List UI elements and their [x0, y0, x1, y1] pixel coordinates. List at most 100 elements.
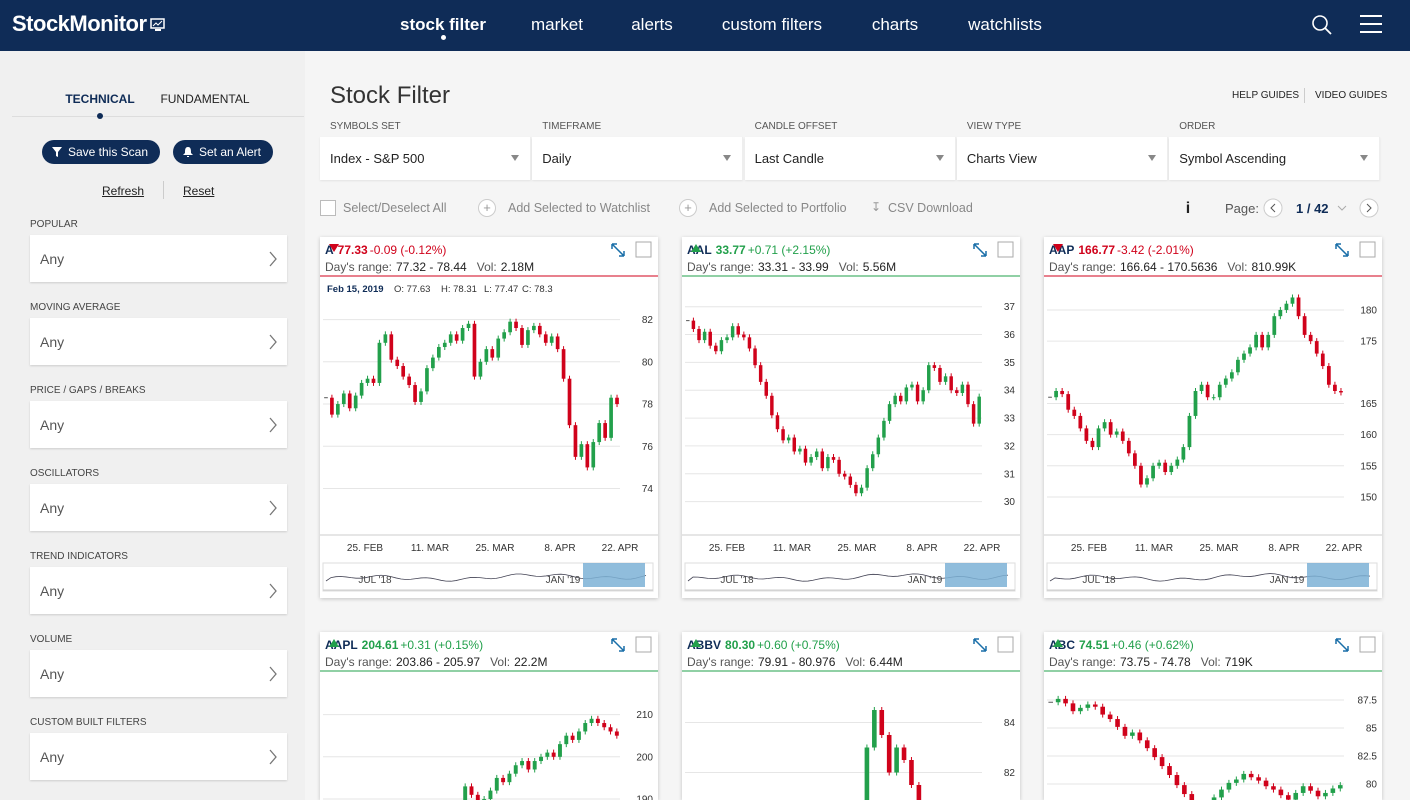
direction-arrow — [1053, 639, 1063, 647]
candle — [904, 387, 909, 402]
select-box[interactable]: Last Candle — [744, 137, 956, 180]
chart: 150 155 160 165 175 180 25. FEB 11. MAR 25. MAR 8… — [1044, 241, 1382, 592]
candle — [579, 444, 584, 457]
expand-icon[interactable] — [1335, 638, 1349, 652]
candle — [872, 710, 877, 748]
tab[interactable]: FUNDAMENTAL — [160, 92, 250, 106]
candle — [820, 451, 825, 469]
text-link[interactable]: Reset — [183, 184, 215, 198]
nav-link[interactable]: watchlists — [968, 15, 1042, 34]
candle — [1130, 732, 1135, 736]
vol: 719K — [1224, 655, 1253, 669]
y-tick-label: 180 — [1360, 305, 1377, 316]
y-tick-label: 85 — [1366, 723, 1378, 734]
candle — [484, 349, 489, 362]
filter-select[interactable]: Any — [30, 650, 287, 697]
select-value: Charts View — [966, 151, 1037, 166]
search-icon[interactable] — [1311, 14, 1333, 36]
filter-select[interactable]: Any — [30, 733, 287, 780]
nav-link[interactable]: alerts — [631, 15, 673, 34]
select-box[interactable]: Charts View — [956, 137, 1168, 180]
filter-select[interactable]: Any — [30, 401, 287, 448]
expand-icon[interactable] — [973, 638, 987, 652]
toolbar-action[interactable]: CSV Download — [888, 201, 973, 215]
select-box[interactable]: Index - S&P 500 — [320, 137, 531, 180]
candle — [730, 326, 735, 338]
candle — [1211, 397, 1216, 399]
filter-select[interactable]: Any — [30, 567, 287, 614]
price: 77.33 — [337, 243, 368, 257]
navigator-window[interactable] — [1307, 563, 1369, 587]
menu-icon[interactable] — [1360, 14, 1384, 34]
video-guides[interactable]: VIDEO GUIDES — [1315, 90, 1388, 101]
candle — [431, 357, 435, 369]
tooltip-ohlc: H: 78.31 — [441, 284, 477, 295]
toolbar-action[interactable]: Add Selected to Portfolio — [709, 201, 847, 215]
select-checkbox[interactable] — [1359, 241, 1376, 258]
action-button[interactable]: Save this Scan — [42, 140, 160, 164]
select-box[interactable]: Daily — [532, 137, 744, 180]
vol-label: Vol: — [490, 655, 511, 669]
toolbar-action[interactable]: Add Selected to Watchlist — [508, 201, 650, 215]
price: 80.30 — [725, 638, 756, 652]
symbol[interactable]: ABC — [1049, 638, 1075, 652]
nav-link[interactable]: market — [531, 15, 583, 34]
select-checkbox[interactable] — [1359, 636, 1376, 653]
filter-select[interactable]: Any — [30, 484, 287, 531]
candle — [353, 395, 358, 409]
card-stats: Day's range: 73.75 - 74.78 Vol: 719K — [1049, 655, 1253, 669]
select-checkbox[interactable] — [635, 636, 652, 653]
expand-icon[interactable] — [611, 243, 625, 257]
candle — [1107, 714, 1113, 720]
toolbar-action[interactable]: Select/Deselect All — [343, 201, 447, 215]
select-checkbox[interactable] — [635, 241, 652, 258]
x-tick-label: 22. APR — [1326, 543, 1363, 554]
action-icon: ↧ — [871, 200, 882, 214]
range: 33.31 - 33.99 — [758, 260, 829, 274]
page-number[interactable]: 1 / 42 — [1296, 201, 1329, 216]
symbol[interactable]: A — [325, 243, 334, 257]
candle — [792, 437, 797, 452]
candle — [916, 785, 922, 800]
range: 79.91 - 80.976 — [758, 655, 836, 669]
candle — [770, 395, 774, 416]
select-checkbox[interactable] — [997, 241, 1014, 258]
card-header: AAPL 204.61 +0.31 (+0.15%) — [325, 638, 483, 652]
text-link[interactable]: Refresh — [102, 184, 145, 198]
info-icon[interactable]: i — [1178, 198, 1198, 218]
candle — [1263, 780, 1269, 787]
candle — [938, 367, 942, 382]
candle — [1254, 334, 1258, 348]
candle — [886, 735, 892, 773]
navigator-window[interactable] — [583, 563, 645, 587]
nav-link[interactable]: custom filters — [721, 15, 823, 34]
expand-icon[interactable] — [611, 638, 625, 652]
expand-icon[interactable] — [1335, 243, 1349, 257]
select-box[interactable]: Symbol Ascending — [1169, 137, 1381, 180]
candle — [1296, 297, 1301, 317]
tab[interactable]: TECHNICAL — [65, 92, 135, 106]
chart: 30 31 32 33 34 35 36 37 25. FEB 11. MAR 25. MAR 8. … — [682, 241, 1020, 592]
x-tick-label: 8. APR — [544, 543, 575, 554]
select-checkbox[interactable] — [997, 636, 1014, 653]
help-guides[interactable]: HELP GUIDES — [1232, 90, 1300, 101]
candle — [1108, 422, 1113, 435]
expand-icon[interactable] — [973, 243, 987, 257]
candle — [564, 735, 569, 745]
candle — [1078, 707, 1083, 712]
filter-select[interactable]: Any — [30, 318, 287, 365]
y-tick-label: 34 — [1004, 386, 1016, 397]
candle — [1337, 785, 1343, 789]
brand[interactable]: StockMonitor — [12, 11, 147, 36]
navigator-window[interactable] — [945, 563, 1007, 587]
y-tick-label: 82 — [642, 315, 654, 326]
candle — [966, 384, 970, 405]
nav-link[interactable]: charts — [871, 15, 919, 34]
action-button[interactable]: Set an Alert — [173, 140, 273, 164]
expand-arrows — [973, 243, 987, 257]
nav-link[interactable]: stock filter — [400, 15, 486, 34]
y-tick-label: 165 — [1360, 399, 1377, 410]
candle — [454, 334, 459, 341]
filter-select[interactable]: Any — [30, 235, 287, 282]
candle — [932, 365, 937, 368]
